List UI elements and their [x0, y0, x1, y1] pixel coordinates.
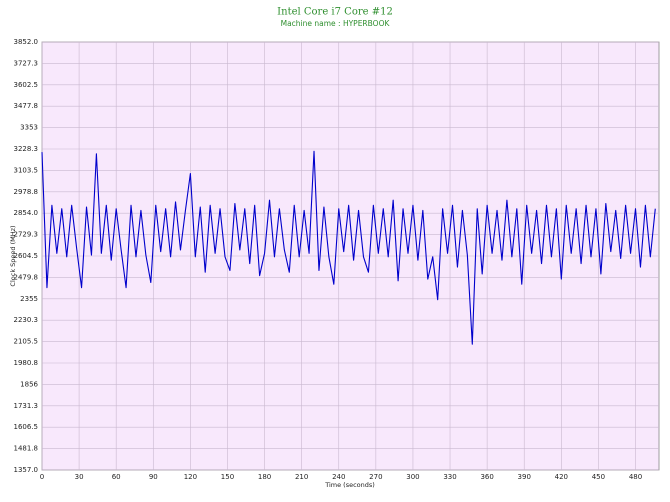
y-tick-label: 2854.0	[14, 209, 39, 217]
x-tick-label: 90	[149, 473, 158, 481]
y-axis-label: Clock Speed (MHz)	[9, 225, 17, 286]
y-tick-label: 2355	[20, 295, 38, 303]
y-tick-label: 1980.8	[14, 359, 39, 367]
y-tick-label: 2105.5	[14, 338, 39, 346]
y-tick-label: 2230.3	[14, 316, 39, 324]
y-tick-label: 2978.8	[14, 188, 39, 196]
x-tick-label: 180	[258, 473, 271, 481]
x-tick-label: 120	[184, 473, 197, 481]
x-tick-label: 360	[480, 473, 493, 481]
y-tick-label: 3103.5	[14, 166, 39, 174]
y-tick-label: 3353	[20, 124, 38, 132]
x-tick-label: 240	[332, 473, 345, 481]
x-tick-label: 330	[443, 473, 456, 481]
x-tick-label: 30	[75, 473, 84, 481]
x-tick-label: 300	[406, 473, 419, 481]
chart-subtitle: Machine name : HYPERBOOK	[281, 19, 391, 28]
y-tick-label: 2479.8	[14, 273, 39, 281]
y-tick-label: 3727.3	[14, 59, 39, 67]
x-tick-label: 420	[555, 473, 568, 481]
x-axis-label: Time (seconds)	[324, 481, 375, 489]
y-tick-label: 3602.5	[14, 81, 39, 89]
y-tick-label: 3852.0	[14, 38, 39, 46]
y-tick-label: 1357.0	[14, 466, 39, 474]
y-tick-label: 3477.8	[14, 102, 39, 110]
y-tick-label: 1606.5	[14, 423, 39, 431]
x-tick-label: 150	[221, 473, 234, 481]
y-tick-label: 2604.5	[14, 252, 39, 260]
data-line	[41, 150, 656, 345]
x-tick-label: 270	[369, 473, 382, 481]
x-tick-label: 480	[629, 473, 642, 481]
y-tick-label: 1481.8	[14, 445, 39, 453]
y-tick-label: 3228.3	[14, 145, 39, 153]
y-tick-label: 1856	[20, 380, 38, 388]
y-tick-label: 2729.3	[14, 231, 39, 239]
x-tick-label: 450	[592, 473, 605, 481]
x-tick-label: 210	[295, 473, 308, 481]
y-tick-label: 1731.3	[14, 402, 39, 410]
x-tick-label: 60	[112, 473, 121, 481]
x-tick-label: 0	[40, 473, 44, 481]
chart-title: Intel Core i7 Core #12	[277, 7, 393, 18]
x-tick-label: 390	[518, 473, 531, 481]
